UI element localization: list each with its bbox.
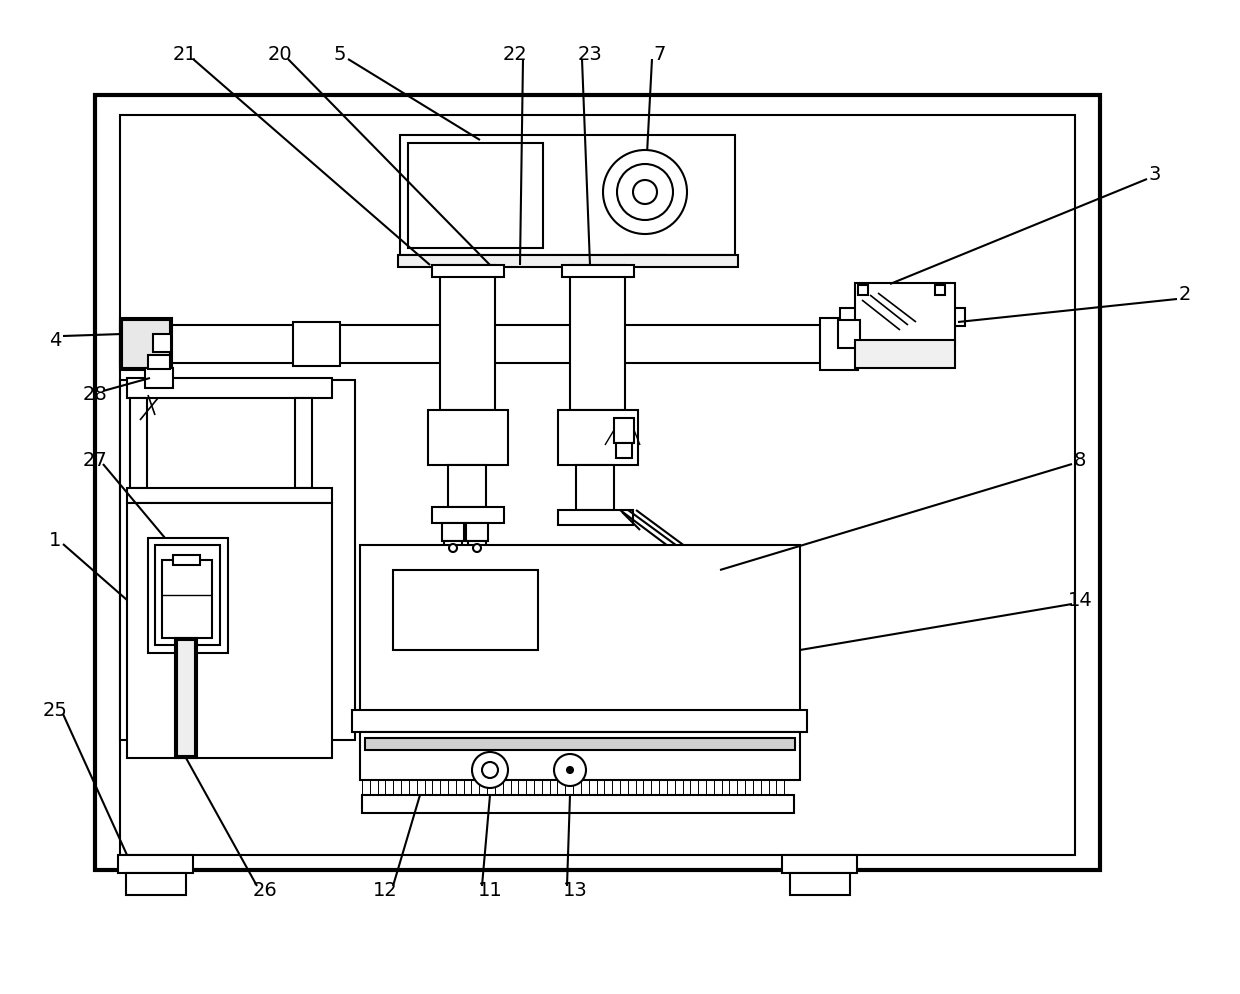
Text: 21: 21: [172, 46, 197, 65]
Bar: [148, 355, 170, 369]
Circle shape: [554, 754, 587, 786]
Text: 20: 20: [268, 46, 293, 65]
Bar: [118, 855, 193, 873]
Bar: [126, 873, 186, 895]
Bar: [360, 732, 800, 780]
Bar: [935, 285, 945, 295]
Bar: [120, 380, 355, 740]
Bar: [352, 710, 807, 732]
Circle shape: [482, 762, 498, 778]
Bar: [432, 265, 503, 277]
Circle shape: [603, 150, 687, 234]
Bar: [616, 443, 632, 458]
Text: 3: 3: [1148, 165, 1161, 185]
Circle shape: [449, 544, 458, 552]
Bar: [177, 640, 195, 756]
Bar: [562, 265, 634, 277]
Bar: [856, 283, 955, 345]
Bar: [558, 510, 632, 525]
Circle shape: [472, 544, 481, 552]
Bar: [838, 320, 861, 348]
Bar: [295, 398, 312, 488]
Bar: [122, 320, 170, 368]
Bar: [126, 488, 332, 503]
Circle shape: [472, 752, 508, 788]
Bar: [614, 418, 634, 443]
Bar: [148, 538, 228, 653]
Text: 23: 23: [578, 46, 603, 65]
Bar: [153, 334, 171, 352]
Bar: [130, 398, 148, 488]
Text: 22: 22: [502, 46, 527, 65]
Bar: [362, 795, 794, 813]
Bar: [432, 507, 503, 523]
Bar: [428, 410, 508, 465]
Text: 2: 2: [1179, 285, 1192, 304]
Bar: [155, 545, 219, 645]
Bar: [448, 465, 486, 507]
Text: 7: 7: [653, 46, 666, 65]
Text: 25: 25: [42, 701, 67, 720]
Bar: [401, 135, 735, 255]
Bar: [408, 143, 543, 248]
Text: 1: 1: [48, 531, 61, 550]
Bar: [145, 368, 174, 388]
Bar: [858, 285, 868, 295]
Text: 8: 8: [1074, 450, 1086, 469]
Bar: [570, 265, 625, 410]
Bar: [175, 638, 197, 758]
Text: 27: 27: [83, 450, 108, 469]
Bar: [839, 308, 965, 326]
Text: 28: 28: [83, 386, 108, 405]
Text: 11: 11: [477, 881, 502, 900]
Bar: [440, 265, 495, 410]
Bar: [365, 738, 795, 750]
Bar: [782, 855, 857, 873]
Text: 5: 5: [334, 46, 346, 65]
Text: 4: 4: [48, 330, 61, 350]
Bar: [441, 523, 464, 541]
Bar: [467, 541, 486, 549]
Circle shape: [567, 767, 573, 773]
Bar: [126, 503, 332, 758]
Bar: [444, 541, 463, 549]
Bar: [360, 545, 800, 720]
Bar: [95, 95, 1100, 870]
Bar: [790, 873, 849, 895]
Bar: [577, 465, 614, 510]
Text: 14: 14: [1068, 590, 1092, 609]
Bar: [393, 570, 538, 650]
Bar: [466, 523, 489, 541]
Circle shape: [618, 164, 673, 220]
Bar: [558, 410, 639, 465]
Text: 12: 12: [373, 881, 397, 900]
Text: 26: 26: [253, 881, 278, 900]
Bar: [120, 325, 856, 363]
Bar: [398, 255, 738, 267]
Bar: [120, 115, 1075, 855]
Bar: [625, 255, 665, 263]
Bar: [162, 560, 212, 638]
Text: 13: 13: [563, 881, 588, 900]
Bar: [174, 555, 200, 565]
Bar: [820, 318, 858, 370]
Bar: [120, 318, 172, 370]
Circle shape: [632, 180, 657, 204]
Bar: [293, 322, 340, 366]
Bar: [856, 340, 955, 368]
Bar: [126, 378, 332, 398]
